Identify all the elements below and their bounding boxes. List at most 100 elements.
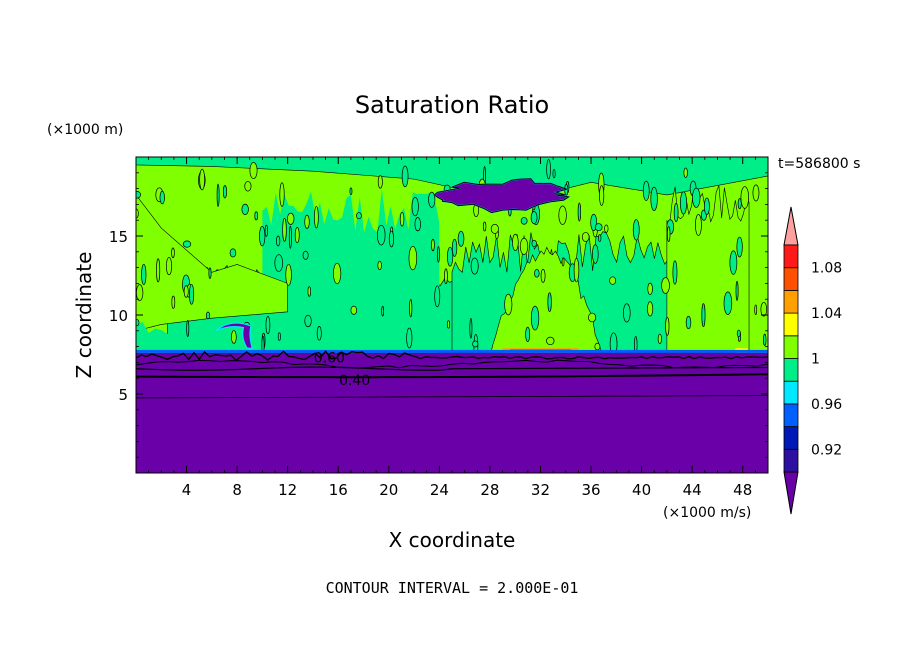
contour-speck	[381, 305, 385, 317]
contour-speck	[754, 304, 758, 316]
contour-speck	[314, 206, 319, 229]
contour-speck	[581, 232, 590, 242]
contour-speck	[472, 340, 479, 348]
chart-title: Saturation Ratio	[355, 91, 549, 119]
contour-speck	[599, 185, 605, 206]
contour-speck	[673, 203, 679, 223]
contour-speck	[165, 257, 173, 276]
contour-speck	[349, 187, 353, 195]
x-tick-label: 24	[430, 481, 449, 499]
contour-line	[136, 373, 768, 379]
contour-speck	[171, 295, 176, 309]
contour-speck	[594, 223, 603, 232]
time-label: t=586800 s	[778, 156, 860, 172]
contour-speck	[431, 238, 435, 252]
contour-speck	[632, 219, 640, 241]
contour-speck	[171, 247, 175, 259]
contour-label: 0.40	[339, 373, 370, 389]
contour-speck	[294, 227, 300, 244]
colorbar-box	[783, 289, 799, 314]
contour-speck	[287, 212, 295, 225]
x-tick-label: 4	[182, 481, 192, 499]
contour-speck	[729, 250, 738, 275]
contour-speck	[376, 224, 386, 246]
contour-speck	[254, 211, 259, 221]
contour-speck	[577, 202, 582, 222]
colorbar-box	[783, 358, 799, 382]
contour-speck	[356, 212, 362, 220]
colorbar-tick-label: 1.04	[811, 306, 842, 322]
contour-speck	[763, 333, 767, 346]
contour-line	[136, 350, 768, 362]
contour-speck	[647, 301, 654, 317]
dry-layer	[136, 352, 768, 473]
x-tick-label: 36	[581, 481, 600, 499]
contour-speck	[752, 184, 760, 202]
contour-speck	[647, 282, 653, 295]
contour-speck	[302, 250, 309, 260]
colorbar: 0.92 0.96 1 1.04 1.08	[783, 206, 842, 515]
x-tick-label: 32	[531, 481, 550, 499]
inversion-edge	[136, 349, 768, 353]
contour-speck	[437, 246, 440, 263]
contour-speck	[377, 260, 382, 271]
contour-speck	[735, 280, 739, 301]
contour-speck	[136, 284, 144, 302]
contour-speck	[229, 248, 237, 258]
contour-speck	[609, 276, 617, 285]
colorbar-box	[783, 312, 799, 337]
contour-speck	[512, 233, 519, 251]
contour-speck	[470, 257, 479, 275]
colorbar-tick-label: 1	[811, 352, 820, 368]
colorbar-box	[783, 403, 799, 427]
contour-speck	[316, 326, 322, 341]
y-unit-label: (×1000 m)	[47, 122, 123, 138]
contour-line	[136, 395, 768, 399]
contour-speck	[519, 237, 529, 255]
contour-speck	[444, 268, 448, 285]
contour-speck	[679, 191, 688, 215]
contour-speck	[666, 226, 671, 242]
contour-speck	[546, 159, 551, 180]
contour-speck	[222, 185, 227, 199]
contour-speck	[520, 217, 528, 225]
contour-line	[136, 359, 768, 369]
contour-speck	[304, 314, 312, 328]
y-axis-label: Z coordinate	[72, 252, 96, 379]
contour-speck	[307, 286, 312, 297]
x-axis-label: X coordinate	[389, 528, 516, 552]
contour-speck	[208, 267, 212, 280]
contour-speck	[136, 190, 141, 199]
contour-speck	[264, 224, 269, 237]
contour-speck	[504, 293, 513, 316]
x-tick-label: 44	[683, 481, 702, 499]
contour-speck	[241, 203, 249, 215]
contour-speck	[428, 191, 436, 208]
contour-speck	[701, 303, 706, 328]
contour-speck	[672, 260, 678, 285]
x-tick-label: 28	[480, 481, 499, 499]
contour-speck	[490, 223, 499, 234]
x-tick-label: 8	[232, 481, 242, 499]
contour-speck	[740, 186, 750, 209]
contour-speck	[136, 319, 140, 327]
contour-speck	[399, 211, 405, 227]
contour-speck	[288, 225, 292, 249]
contour-speck	[244, 181, 252, 192]
contour-speck	[141, 263, 147, 286]
x-tick-label: 20	[379, 481, 398, 499]
contour-speck	[622, 303, 631, 323]
contour-speck	[451, 238, 458, 257]
contour-speck	[408, 245, 418, 271]
contour-speck	[552, 169, 556, 179]
contour-line	[136, 366, 768, 371]
contour-speck	[411, 197, 419, 217]
contour-speck	[304, 214, 310, 229]
colorbar-tick-label: 1.08	[811, 261, 842, 277]
contour-speck	[446, 320, 451, 329]
colorbar-box	[783, 380, 799, 405]
y-tick-label: 15	[109, 228, 128, 246]
colorbar-box	[783, 426, 799, 450]
